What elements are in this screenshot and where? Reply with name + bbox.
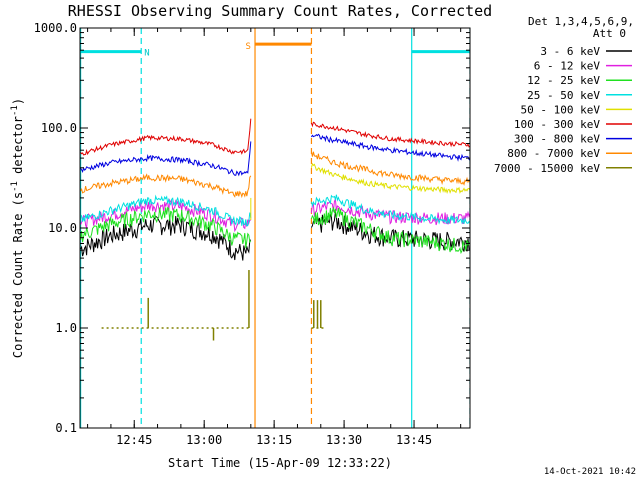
series-6-12-keV xyxy=(80,198,470,233)
legend-entry-label: 25 - 50 keV xyxy=(527,89,600,102)
legend-entry-label: 300 - 800 keV xyxy=(514,133,600,146)
series-line-segment xyxy=(310,206,470,255)
y-tick-label: 10.0 xyxy=(48,221,77,235)
series-line-segment xyxy=(310,194,470,225)
series-line-segment xyxy=(310,211,470,252)
series-line-segment xyxy=(80,141,252,177)
timestamp: 14-Oct-2021 10:42 xyxy=(544,467,636,477)
series-line-segment xyxy=(80,118,252,156)
plot-area xyxy=(80,28,470,428)
series-line-segment xyxy=(80,206,252,249)
series-3-6-keV xyxy=(80,211,470,261)
y-tick-label: 1000.0 xyxy=(34,21,77,35)
x-axis-label: Start Time (15-Apr-09 12:33:22) xyxy=(168,456,392,470)
series-line-segment xyxy=(310,198,470,226)
y-axis: 1000.0 100.0 10.0 1.0 0.1 xyxy=(34,21,470,435)
series-line-segment xyxy=(80,215,252,261)
series-line-segment xyxy=(310,162,470,195)
night-flag-label: N xyxy=(144,49,149,59)
x-tick-label: 13:15 xyxy=(256,433,292,447)
legend-entry-label: 6 - 12 keV xyxy=(534,60,601,73)
legend-entry-label: 12 - 25 keV xyxy=(527,74,600,87)
legend-header-line-2: Att 0 xyxy=(593,27,626,40)
series-line-segment xyxy=(80,198,251,233)
chart-title: RHESSI Observing Summary Count Rates, Co… xyxy=(68,2,492,20)
legend-header-line-1: Det 1,3,4,5,6,9, xyxy=(528,15,634,28)
y-tick-label: 100.0 xyxy=(41,121,77,135)
legend-entry-label: 50 - 100 keV xyxy=(521,103,601,116)
x-tick-label: 13:45 xyxy=(396,433,432,447)
legend: Det 1,3,4,5,6,9, Att 0 3 - 6 keV 6 - 12 k… xyxy=(494,15,634,175)
series-12-25-keV xyxy=(80,206,470,255)
x-axis: 12:45 13:00 13:15 13:30 13:45 xyxy=(87,28,462,447)
series-line-segment xyxy=(310,133,470,162)
x-tick-label: 12:45 xyxy=(116,433,152,447)
y-tick-label: 0.1 xyxy=(55,421,77,435)
series-800-7000-keV xyxy=(80,151,470,199)
saa-flag-label: S xyxy=(245,42,250,52)
y-axis-label: Corrected Count Rate (s-1 detector-1) xyxy=(10,98,25,358)
legend-entry-label: 800 - 7000 keV xyxy=(507,147,600,160)
series-100-300-keV xyxy=(80,118,470,156)
series-300-800-keV xyxy=(80,133,470,177)
x-tick-label: 13:30 xyxy=(326,433,362,447)
series-line-segment xyxy=(80,194,252,227)
y-tick-label: 1.0 xyxy=(55,321,77,335)
legend-entry-label: 7000 - 15000 keV xyxy=(494,162,600,175)
series-line-segment xyxy=(310,151,470,186)
legend-entry-label: 100 - 300 keV xyxy=(514,118,600,131)
legend-entry-label: 3 - 6 keV xyxy=(540,45,600,58)
series-25-50-keV xyxy=(80,194,470,227)
series-7000-15000-keV xyxy=(101,270,326,341)
series-line-segment xyxy=(310,121,470,148)
x-tick-label: 13:00 xyxy=(186,433,222,447)
series-line-segment xyxy=(80,173,252,199)
series-50-100-keV xyxy=(250,162,470,221)
